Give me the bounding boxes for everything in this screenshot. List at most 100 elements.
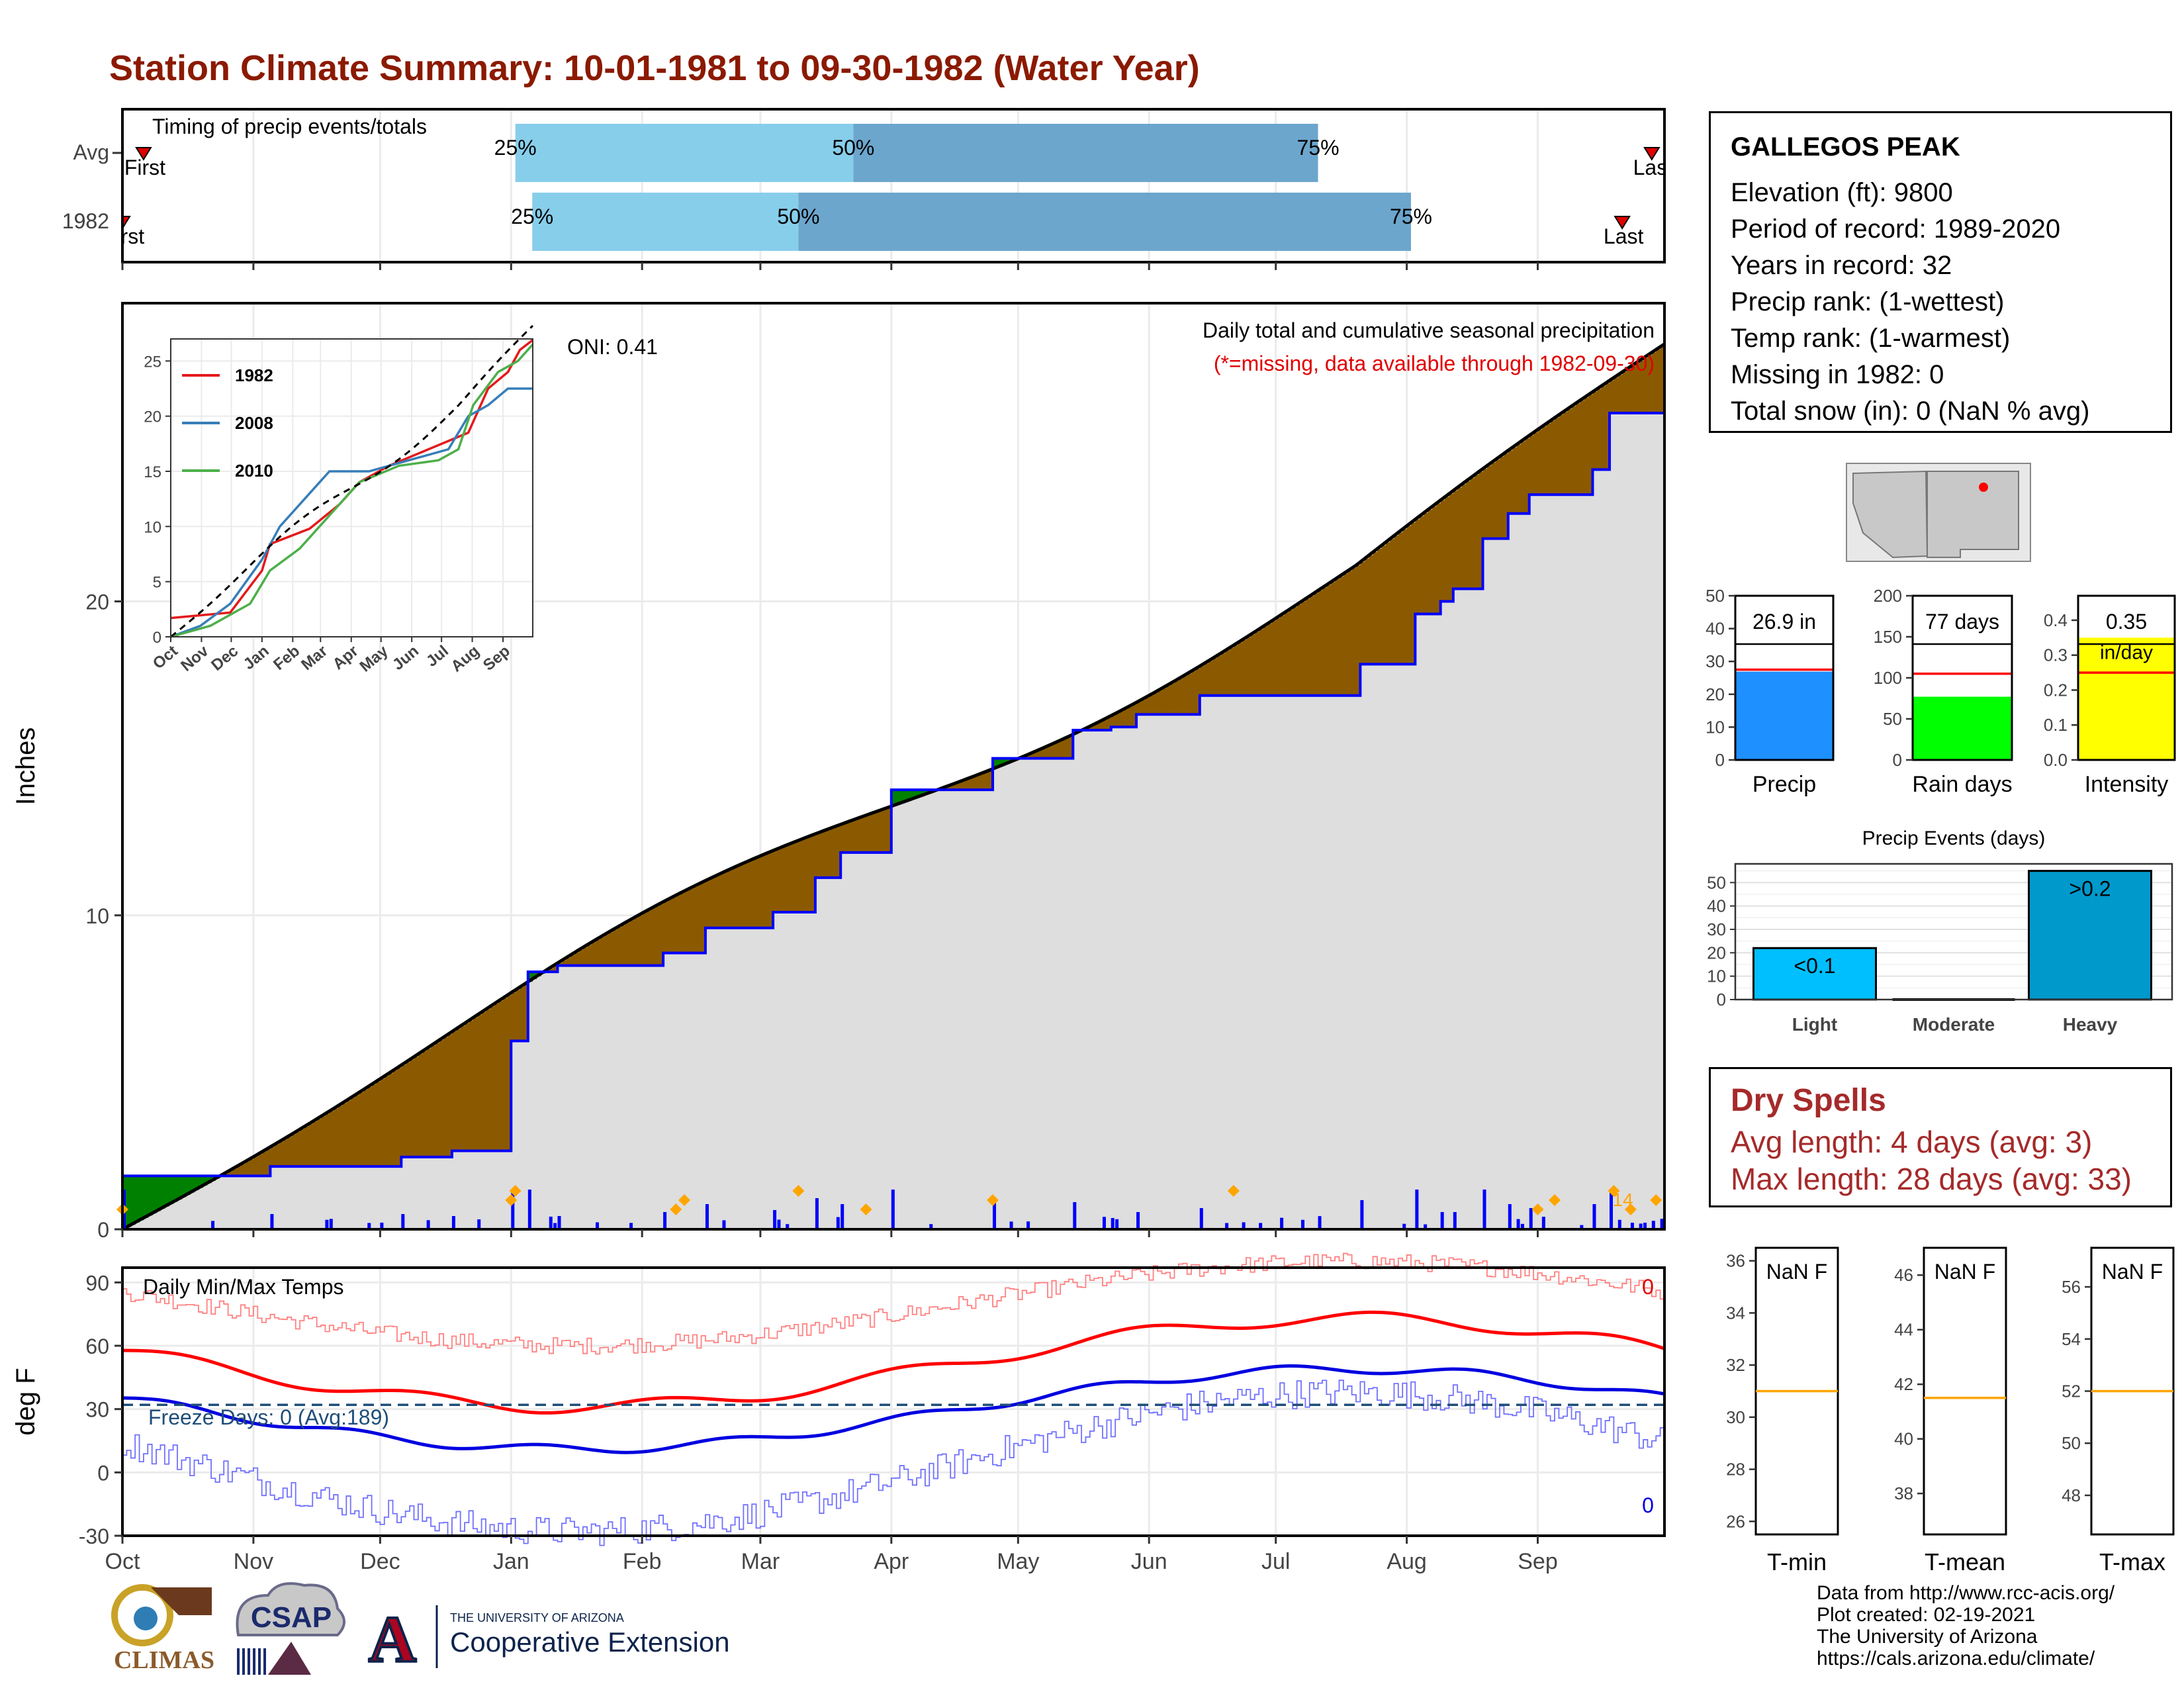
temp-box-value: NaN F — [1934, 1260, 1995, 1284]
daily-precip-bar — [1009, 1221, 1013, 1229]
inset-legend-label: 2008 — [235, 413, 273, 433]
above-avg-fill — [156, 1176, 161, 1211]
last-marker — [1643, 147, 1661, 161]
below-avg-fill — [1550, 420, 1555, 495]
below-avg-fill — [1605, 383, 1610, 470]
inset-y-tick-label: 5 — [153, 574, 161, 592]
ua-logo-big-text: Cooperative Extension — [450, 1626, 730, 1658]
below-avg-fill — [608, 932, 614, 966]
below-avg-fill — [591, 942, 596, 966]
daily-precip-bar — [1280, 1217, 1284, 1229]
below-avg-fill — [1516, 444, 1522, 514]
station-location-marker — [1979, 483, 1988, 492]
below-avg-fill — [1178, 679, 1183, 715]
below-avg-fill — [663, 902, 668, 953]
month-label: Sep — [1518, 1549, 1558, 1574]
daily-precip-bar — [595, 1222, 599, 1229]
temp-box-y-tick-label: 46 — [1894, 1265, 1913, 1285]
missing-note: (*=missing, data available through 1982-… — [1214, 352, 1655, 375]
below-avg-fill — [1115, 713, 1120, 727]
below-avg-fill — [887, 808, 892, 853]
below-avg-fill — [498, 1001, 504, 1151]
below-avg-fill — [1626, 369, 1631, 413]
last-event-count: 14 — [1612, 1190, 1633, 1210]
events-title: Precip Events (days) — [1862, 827, 2046, 849]
below-avg-fill — [1229, 647, 1234, 696]
daily-precip-bar — [993, 1200, 997, 1229]
above-avg-fill — [130, 1176, 136, 1225]
station-line: Temp rank: (1-warmest) — [1731, 324, 2011, 353]
temp-box-y-tick-label: 54 — [2062, 1329, 2081, 1349]
below-avg-fill — [1052, 744, 1057, 759]
above-avg-fill — [169, 1176, 174, 1204]
new-mexico-shape — [1927, 471, 2019, 558]
below-avg-fill — [655, 906, 660, 966]
page-title: Station Climate Summary: 10-01-1981 to 0… — [109, 48, 1200, 88]
month-label: Apr — [874, 1549, 909, 1574]
below-avg-fill — [1343, 573, 1348, 696]
above-avg-fill — [917, 790, 922, 798]
max-count-label: 0 — [1642, 1275, 1654, 1299]
summary-bar-value-label: 26.9 in — [1752, 610, 1816, 633]
below-avg-fill — [485, 1009, 490, 1151]
below-avg-fill — [1322, 587, 1327, 696]
above-avg-fill — [203, 1176, 208, 1186]
daily-precip-bar — [1541, 1217, 1545, 1229]
below-avg-fill — [363, 1090, 368, 1167]
below-avg-fill — [735, 867, 740, 928]
below-avg-fill — [692, 886, 698, 953]
below-avg-fill — [1267, 624, 1272, 696]
below-avg-fill — [802, 839, 807, 913]
below-avg-fill — [371, 1084, 377, 1167]
below-avg-fill — [1136, 702, 1142, 715]
below-avg-fill — [1191, 671, 1197, 715]
below-avg-fill — [414, 1056, 419, 1157]
timing-pct-label: 75% — [1390, 205, 1432, 228]
below-avg-fill — [709, 878, 715, 928]
above-avg-fill — [143, 1176, 148, 1218]
below-avg-fill — [1326, 585, 1332, 696]
temp-box-y-tick-label: 52 — [2062, 1382, 2081, 1401]
station-line: Missing in 1982: 0 — [1731, 360, 1944, 389]
y-tick-label: 90 — [85, 1271, 109, 1295]
below-avg-fill — [595, 939, 600, 966]
below-avg-fill — [1555, 418, 1560, 495]
below-avg-fill — [355, 1095, 360, 1167]
below-avg-fill — [862, 816, 867, 853]
precip-event-marker — [792, 1185, 805, 1197]
below-avg-fill — [972, 776, 977, 790]
below-avg-fill — [1043, 747, 1048, 759]
below-avg-fill — [1575, 403, 1580, 495]
below-avg-fill — [392, 1070, 398, 1167]
below-avg-fill — [396, 1068, 402, 1167]
temp-panel-bg — [122, 1268, 1664, 1536]
summary-bar-label: Precip — [1752, 772, 1816, 797]
avg-min-temp-line — [122, 1364, 1665, 1454]
below-avg-fill — [768, 852, 774, 928]
first-label: First — [124, 156, 165, 179]
below-avg-fill — [1546, 423, 1551, 495]
temp-box-y-tick-label: 42 — [1894, 1374, 1913, 1394]
summary-y-tick-label: 150 — [1874, 627, 1902, 647]
daily-precip-bar — [1610, 1190, 1614, 1229]
below-avg-fill — [1567, 408, 1572, 495]
timing-pct-label: 25% — [511, 205, 553, 228]
below-avg-fill — [1428, 510, 1433, 614]
below-avg-fill — [697, 884, 702, 953]
daily-precip-bar — [1580, 1225, 1584, 1229]
csap-logo-icon — [236, 1582, 345, 1636]
below-avg-fill — [308, 1124, 313, 1167]
daily-precip-bar — [663, 1212, 667, 1229]
below-avg-fill — [506, 995, 512, 1151]
station-line: Years in record: 32 — [1731, 251, 1952, 280]
summary-bar-border — [2077, 594, 2176, 761]
events-y-tick-label: 50 — [1707, 872, 1726, 892]
below-avg-fill — [984, 772, 989, 790]
below-avg-fill — [1111, 716, 1116, 727]
csap-logo-icon — [237, 1648, 240, 1675]
month-label: Jan — [493, 1549, 529, 1574]
station-line: Period of record: 1989-2020 — [1731, 214, 2061, 244]
below-avg-fill — [743, 863, 749, 928]
below-avg-fill — [232, 1168, 237, 1176]
timing-row-label: Avg — [73, 140, 109, 164]
